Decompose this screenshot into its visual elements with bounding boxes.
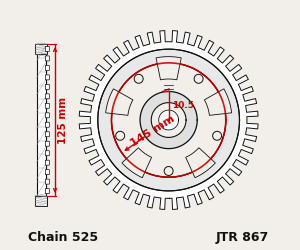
Bar bbox=[35, 196, 47, 206]
Polygon shape bbox=[122, 148, 152, 178]
Circle shape bbox=[116, 131, 124, 140]
FancyBboxPatch shape bbox=[45, 141, 49, 146]
FancyBboxPatch shape bbox=[45, 113, 49, 118]
Polygon shape bbox=[98, 49, 239, 191]
FancyBboxPatch shape bbox=[45, 122, 49, 127]
Polygon shape bbox=[156, 57, 181, 80]
FancyBboxPatch shape bbox=[45, 170, 49, 175]
Polygon shape bbox=[151, 103, 186, 138]
FancyBboxPatch shape bbox=[45, 66, 49, 70]
FancyBboxPatch shape bbox=[45, 179, 49, 184]
FancyBboxPatch shape bbox=[45, 56, 49, 61]
Circle shape bbox=[164, 166, 173, 175]
Text: JTR 867: JTR 867 bbox=[216, 231, 269, 244]
Bar bbox=[37, 44, 46, 196]
FancyBboxPatch shape bbox=[45, 132, 49, 137]
FancyBboxPatch shape bbox=[45, 46, 49, 52]
FancyBboxPatch shape bbox=[45, 103, 49, 108]
Text: 10.5: 10.5 bbox=[172, 101, 194, 110]
FancyBboxPatch shape bbox=[45, 75, 49, 80]
FancyBboxPatch shape bbox=[45, 84, 49, 89]
Circle shape bbox=[134, 74, 143, 83]
Polygon shape bbox=[79, 30, 258, 210]
Polygon shape bbox=[186, 148, 215, 178]
Circle shape bbox=[194, 74, 203, 83]
Circle shape bbox=[213, 131, 222, 140]
FancyBboxPatch shape bbox=[45, 94, 49, 99]
Bar bbox=[35, 44, 47, 54]
Text: 125 mm: 125 mm bbox=[58, 96, 68, 144]
Polygon shape bbox=[112, 63, 226, 177]
Text: 145 mm: 145 mm bbox=[129, 113, 177, 148]
Polygon shape bbox=[159, 110, 178, 130]
Text: Chain 525: Chain 525 bbox=[28, 231, 98, 244]
Polygon shape bbox=[140, 92, 197, 148]
FancyBboxPatch shape bbox=[45, 151, 49, 156]
FancyBboxPatch shape bbox=[45, 189, 49, 194]
FancyBboxPatch shape bbox=[45, 160, 49, 165]
Polygon shape bbox=[204, 89, 232, 115]
Polygon shape bbox=[106, 89, 133, 115]
